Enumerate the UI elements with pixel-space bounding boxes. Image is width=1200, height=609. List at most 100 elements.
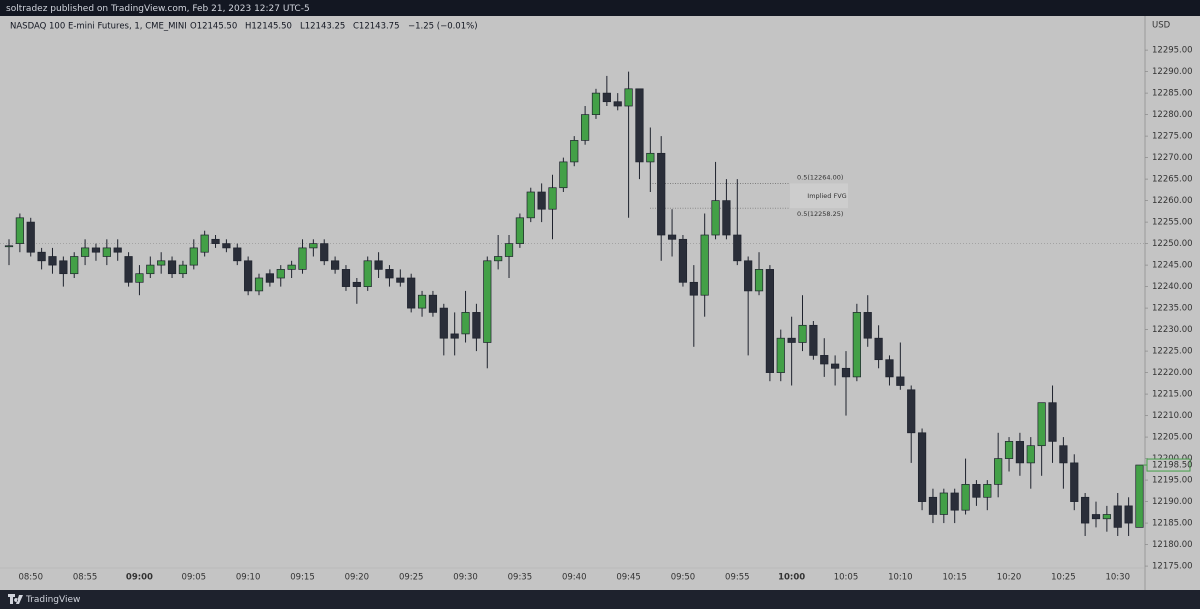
candle-body [885,359,894,378]
candle-body [950,492,959,511]
candle-body [287,264,296,270]
candle-body [646,152,655,163]
candle-body [1102,514,1111,520]
candle-body [450,333,459,339]
y-tick-label: 12275.00 [1152,132,1193,142]
candle-body [570,140,579,163]
legend-low: L12143.25 [300,22,345,32]
candle-body [417,294,427,309]
candle-body [559,161,568,189]
x-tick-label: 09:35 [508,573,533,583]
candle-body [461,312,470,335]
legend-high: H12145.50 [245,22,292,32]
y-tick-label: 12270.00 [1152,153,1193,163]
brand: TradingView [25,595,80,605]
last-price-label: 12198.50 [1152,461,1193,471]
y-tick-label: 12235.00 [1152,304,1193,314]
y-tick-label: 12195.00 [1152,476,1193,486]
currency: USD [1152,21,1171,31]
candle-body [754,269,764,292]
candle-body [26,221,35,253]
candle-body [526,191,535,219]
candle-body [504,243,514,257]
candle-body [439,307,448,339]
fvg-line-label: 0.5(12258.25) [797,210,843,218]
candle-body [613,101,622,107]
last-price-box [1146,458,1191,472]
candle-body [91,247,101,253]
candle-body [233,247,242,262]
candle-body [591,92,601,115]
legend: NASDAQ 100 E-mini Futures, 1, CME_MINI O… [10,22,478,32]
x-tick-label: 10:15 [942,573,967,583]
candle-body [1048,402,1057,442]
y-tick-label: 12280.00 [1152,110,1193,120]
tradingview-logo [8,594,23,604]
x-tick-label: 10:30 [1105,573,1130,583]
candle-body [917,432,927,502]
x-tick-label: 09:45 [616,573,641,583]
y-tick-label: 12295.00 [1152,46,1193,56]
candle-body [80,247,90,257]
candle-body [1113,505,1122,528]
candle-body [624,88,633,107]
candle-body [852,312,861,378]
candle-body [1124,505,1133,524]
y-tick-label: 12245.00 [1152,261,1193,271]
candle-body [1026,445,1035,464]
candle-body [309,243,318,249]
candle-body [320,243,329,262]
candle-body [483,260,492,343]
candle-body [994,458,1003,485]
x-tick-label: 09:25 [399,573,424,583]
bottom-bar [0,590,1200,609]
candle-body [820,355,829,365]
x-tick-label: 10:10 [888,573,913,583]
fvg-zone [790,183,848,209]
x-tick-label: 09:10 [236,573,261,583]
y-tick-label: 12175.00 [1152,562,1193,572]
candle-body [983,484,992,498]
y-tick-label: 12185.00 [1152,519,1193,529]
candle-body [678,238,688,283]
candle-body [667,234,677,240]
y-tick-label: 12250.00 [1152,239,1193,249]
candle-body [581,114,590,141]
x-tick-label: 09:30 [453,573,478,583]
fvg-label: Implied FVG [807,192,846,200]
x-tick-label: 09:15 [290,573,315,583]
candle-body [385,269,394,279]
candle-body [113,247,122,253]
candle-body [244,260,253,292]
candle-body [4,245,14,248]
candle-body [700,234,709,296]
y-tick-label: 12290.00 [1152,67,1193,77]
candle-body [548,187,557,210]
candle-body [689,281,698,296]
y-tick-label: 12265.00 [1152,175,1193,185]
candle-body [1037,402,1046,447]
candle-body [537,191,546,210]
candle-body [265,273,274,283]
candle-body [863,312,872,339]
symbol: NASDAQ 100 E-mini Futures, 1, CME_MINI [10,22,187,32]
candle-body [1135,464,1144,528]
candle-body [374,260,383,270]
y-tick-label: 12180.00 [1152,540,1193,550]
candle-body [472,312,481,339]
candle-body [711,200,720,236]
x-tick-label: 10:25 [1051,573,1076,583]
x-tick-label: 08:50 [18,573,43,583]
x-tick-label: 08:55 [73,573,98,583]
candle-body [961,484,970,511]
candle-body [1015,441,1025,464]
candle-body [396,277,405,283]
y-tick-label: 12190.00 [1152,497,1193,507]
candle-body [602,92,611,103]
candle-body [178,264,188,275]
publisher-title: soltradez published on TradingView.com, … [6,4,310,14]
candle-body [407,277,416,309]
y-tick-label: 12240.00 [1152,282,1193,292]
candle-body [798,324,807,343]
